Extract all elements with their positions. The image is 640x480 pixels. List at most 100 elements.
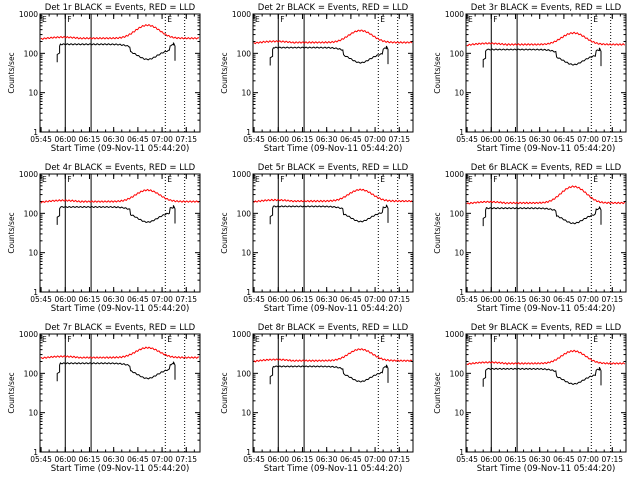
x-tick-label: 06:45 [127,295,149,304]
marker-label-e: E [167,15,172,24]
y-tick-label: 1000 [232,170,251,179]
y-tick-label: 1 [33,128,38,137]
marker-label-e: E [380,335,385,344]
x-tick-label: 06:15 [505,455,527,464]
x-tick-label: 05:45 [30,455,52,464]
series-events-line [269,204,389,225]
series-lld-line [40,23,200,40]
x-tick-label: 05:45 [30,295,52,304]
x-axis-label: Start Time (09-Nov-11 05:44:20) [477,304,616,314]
y-tick-label: 1000 [445,170,464,179]
y-tick-label: 1 [33,448,38,457]
plot-frame [39,13,201,133]
marker-label-left: E [468,15,473,24]
x-tick-label: 06:30 [529,455,551,464]
x-tick-label: 07:00 [151,135,173,144]
x-axis-label: Start Time (09-Nov-11 05:44:20) [51,144,190,154]
x-tick-label: 06:00 [54,295,76,304]
x-tick-label: 06:15 [79,295,101,304]
x-tick-label: 06:00 [267,455,289,464]
x-tick-label: 06:00 [267,295,289,304]
series-lld-line [253,29,413,45]
chart-panel-6: Det 6r BLACK = Events, RED = LLD 1 10 100 10… [433,163,627,314]
x-axis-label: Start Time (09-Nov-11 05:44:20) [51,304,190,314]
chart-title: Det 6r BLACK = Events, RED = LLD [471,163,622,173]
x-tick-label: 06:15 [505,135,527,144]
x-tick-label: 06:00 [54,135,76,144]
plot-frame [465,173,627,293]
y-tick-label: 1000 [19,330,38,339]
y-tick-label: 100 [450,369,465,378]
chart-panel-8: Det 8r BLACK = Events, RED = LLD 1 10 100 10… [220,323,414,474]
x-tick-label: 06:45 [127,455,149,464]
x-axis-label: Start Time (09-Nov-11 05:44:20) [264,144,403,154]
x-tick-label: 06:00 [480,455,502,464]
y-axis-label: Counts/sec [7,52,16,93]
y-axis-label: Counts/sec [7,372,16,413]
y-tick-label: 1 [459,448,464,457]
marker-label-f: F [280,335,284,344]
marker-label-left: E [255,175,260,184]
x-tick-label: 07:15 [388,135,410,144]
x-tick-label: 06:15 [292,295,314,304]
plot-frame [465,333,627,453]
x-tick-label: 05:45 [456,455,478,464]
x-tick-label: 06:15 [79,455,101,464]
x-tick-label: 07:15 [601,295,623,304]
marker-label-e: E [593,15,598,24]
y-tick-label: 1000 [19,170,38,179]
chart-title: Det 3r BLACK = Events, RED = LLD [471,3,622,13]
y-tick-label: 10 [28,249,38,258]
chart-title: Det 5r BLACK = Events, RED = LLD [258,163,409,173]
marker-label-f: F [493,335,497,344]
x-axis-label: Start Time (09-Nov-11 05:44:20) [477,464,616,474]
x-tick-label: 06:30 [103,295,125,304]
marker-label-e: E [167,175,172,184]
chart-panel-5: Det 5r BLACK = Events, RED = LLD 1 10 100 10… [220,163,414,314]
y-tick-label: 10 [454,409,464,418]
chart-title: Det 1r BLACK = Events, RED = LLD [45,3,196,13]
x-axis-label: Start Time (09-Nov-11 05:44:20) [264,304,403,314]
plot-frame [39,173,201,293]
marker-label-f: F [280,15,284,24]
x-tick-label: 07:00 [577,455,599,464]
x-tick-label: 06:00 [480,295,502,304]
x-axis-label: Start Time (09-Nov-11 05:44:20) [51,464,190,474]
y-tick-label: 1000 [445,10,464,19]
y-tick-label: 10 [454,89,464,98]
x-tick-label: 07:00 [364,135,386,144]
series-events-line [56,361,176,382]
x-tick-label: 06:45 [553,135,575,144]
x-tick-label: 07:15 [175,455,197,464]
series-lld-line [466,349,626,366]
x-tick-label: 06:00 [480,135,502,144]
x-tick-label: 06:30 [316,135,338,144]
x-tick-label: 06:30 [316,295,338,304]
y-tick-label: 1000 [19,10,38,19]
marker-label-e: E [593,335,598,344]
y-tick-label: 10 [28,89,38,98]
y-tick-label: 100 [450,209,465,218]
marker-label-left: E [255,335,260,344]
x-tick-label: 05:45 [30,135,52,144]
plot-frame [465,13,627,133]
x-tick-label: 07:15 [175,135,197,144]
chart-panel-2: Det 2r BLACK = Events, RED = LLD 1 10 100 10… [220,3,414,154]
x-tick-label: 07:00 [364,455,386,464]
chart-panel-9: Det 9r BLACK = Events, RED = LLD 1 10 100 10… [433,323,627,474]
x-tick-label: 05:45 [243,295,265,304]
x-tick-label: 07:15 [601,455,623,464]
chart-title: Det 2r BLACK = Events, RED = LLD [258,3,409,13]
marker-label-f: F [493,15,497,24]
y-tick-label: 100 [24,369,39,378]
y-axis-label: Counts/sec [220,212,229,253]
series-events-line [269,364,389,385]
y-tick-label: 1 [459,128,464,137]
marker-label-f: F [493,175,497,184]
x-tick-label: 06:30 [529,295,551,304]
x-tick-label: 06:15 [292,455,314,464]
y-tick-label: 100 [450,49,465,58]
y-tick-label: 1 [246,288,251,297]
x-axis-label: Start Time (09-Nov-11 05:44:20) [477,144,616,154]
